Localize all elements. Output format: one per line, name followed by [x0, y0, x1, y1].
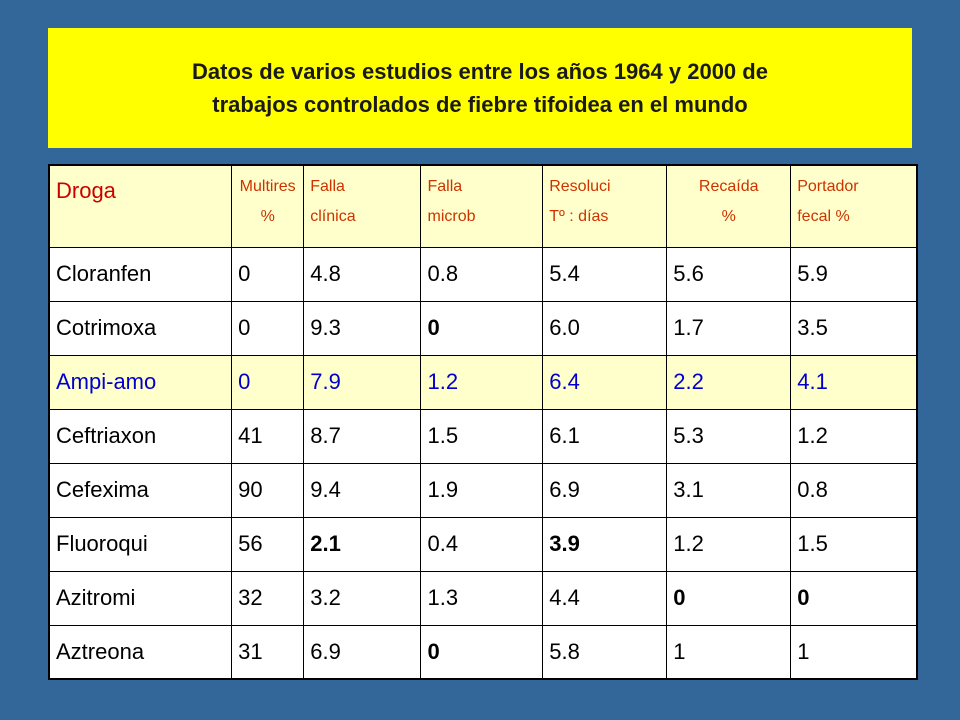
value-cell: 0.8	[790, 462, 918, 518]
value-cell: 3.2	[303, 570, 422, 626]
data-table: Droga Multires % Falla clínica Falla mic…	[48, 164, 918, 680]
title-box: Datos de varios estudios entre los años …	[48, 28, 912, 148]
value-cell: 5.4	[542, 246, 668, 302]
value-cell: 4.1	[790, 354, 918, 410]
value-cell: 0	[231, 354, 305, 410]
value-cell: 6.0	[542, 300, 668, 356]
drug-name-cell: Cloranfen	[48, 246, 233, 302]
value-cell: 5.6	[666, 246, 792, 302]
value-cell: 1.7	[666, 300, 792, 356]
header-recaida: Recaída %	[666, 164, 792, 248]
value-cell: 3.5	[790, 300, 918, 356]
value-cell: 0	[666, 570, 792, 626]
value-cell: 0	[231, 246, 305, 302]
value-cell: 9.3	[303, 300, 422, 356]
value-cell: 56	[231, 516, 305, 572]
drug-name-cell: Aztreona	[48, 624, 233, 680]
value-cell: 6.9	[542, 462, 668, 518]
value-cell: 0	[420, 300, 544, 356]
table-row: Aztreona 31 6.9 0 5.8 1 1	[48, 624, 918, 680]
drug-name-cell: Azitromi	[48, 570, 233, 626]
header-multires: Multires %	[231, 164, 305, 248]
value-cell: 5.8	[542, 624, 668, 680]
value-cell: 32	[231, 570, 305, 626]
value-cell: 1.3	[420, 570, 544, 626]
drug-name-cell: Fluoroqui	[48, 516, 233, 572]
drug-name-cell: Cotrimoxa	[48, 300, 233, 356]
value-cell: 2.1	[303, 516, 422, 572]
value-cell: 41	[231, 408, 305, 464]
value-cell: 6.9	[303, 624, 422, 680]
value-cell: 1.5	[790, 516, 918, 572]
value-cell: 2.2	[666, 354, 792, 410]
value-cell: 3.1	[666, 462, 792, 518]
value-cell: 5.3	[666, 408, 792, 464]
table-header-row: Droga Multires % Falla clínica Falla mic…	[48, 164, 918, 248]
table-row: Fluoroqui 56 2.1 0.4 3.9 1.2 1.5	[48, 516, 918, 572]
value-cell: 1	[790, 624, 918, 680]
value-cell: 4.8	[303, 246, 422, 302]
value-cell: 6.1	[542, 408, 668, 464]
value-cell: 8.7	[303, 408, 422, 464]
drug-name-cell: Ceftriaxon	[48, 408, 233, 464]
value-cell: 3.9	[542, 516, 668, 572]
value-cell: 1.5	[420, 408, 544, 464]
value-cell: 9.4	[303, 462, 422, 518]
header-droga: Droga	[48, 164, 233, 248]
header-resolucion: Resoluci Tº : días	[542, 164, 668, 248]
table-row: Cloranfen 0 4.8 0.8 5.4 5.6 5.9	[48, 246, 918, 302]
value-cell: 1	[666, 624, 792, 680]
value-cell: 1.2	[666, 516, 792, 572]
value-cell: 1.2	[790, 408, 918, 464]
table-row: Ceftriaxon 41 8.7 1.5 6.1 5.3 1.2	[48, 408, 918, 464]
drug-name-cell: Cefexima	[48, 462, 233, 518]
drug-name-cell: Ampi-amo	[48, 354, 233, 410]
value-cell: 31	[231, 624, 305, 680]
table-row: Cotrimoxa 0 9.3 0 6.0 1.7 3.5	[48, 300, 918, 356]
value-cell: 1.9	[420, 462, 544, 518]
value-cell: 0	[420, 624, 544, 680]
table-row: Azitromi 32 3.2 1.3 4.4 0 0	[48, 570, 918, 626]
table-row: Ampi-amo 0 7.9 1.2 6.4 2.2 4.1	[48, 354, 918, 410]
value-cell: 5.9	[790, 246, 918, 302]
value-cell: 0	[231, 300, 305, 356]
value-cell: 1.2	[420, 354, 544, 410]
value-cell: 7.9	[303, 354, 422, 410]
value-cell: 90	[231, 462, 305, 518]
header-falla-microb: Falla microb	[420, 164, 544, 248]
value-cell: 0	[790, 570, 918, 626]
value-cell: 0.4	[420, 516, 544, 572]
value-cell: 4.4	[542, 570, 668, 626]
page-title: Datos de varios estudios entre los años …	[192, 59, 768, 117]
header-portador-fecal: Portador fecal %	[790, 164, 918, 248]
value-cell: 6.4	[542, 354, 668, 410]
header-falla-clinica: Falla clínica	[303, 164, 422, 248]
value-cell: 0.8	[420, 246, 544, 302]
table-row: Cefexima 90 9.4 1.9 6.9 3.1 0.8	[48, 462, 918, 518]
